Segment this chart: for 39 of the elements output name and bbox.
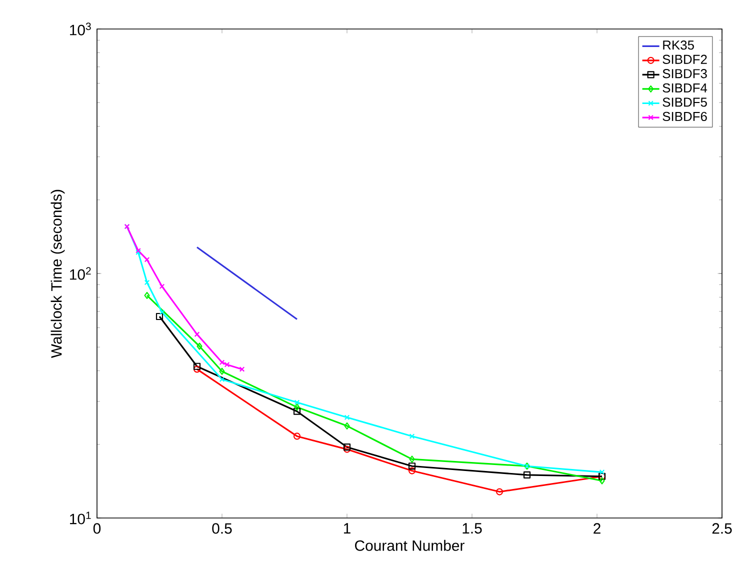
point (523, 471, 531, 478)
point (496, 488, 504, 496)
point (409, 456, 415, 463)
point (144, 280, 150, 286)
legend-label: SIBDF2 (662, 54, 707, 64)
point (194, 332, 200, 337)
x-tick-label: 0 (93, 523, 101, 534)
legend-label: SIBDF5 (662, 98, 707, 107)
point (294, 400, 300, 406)
y-tick-label: 10$^{1}$ (70, 512, 91, 524)
point (159, 310, 165, 315)
point (219, 376, 225, 382)
point (156, 312, 164, 320)
point (294, 404, 300, 411)
point (408, 462, 416, 470)
point (293, 408, 301, 415)
legend-label: SIBDF3 (662, 69, 707, 78)
point (144, 256, 150, 262)
x-tick-label: 2.5 (712, 523, 732, 534)
legend-label: SIBDF4 (662, 83, 708, 92)
legend-label: SIBDF6 (662, 112, 707, 122)
legend-label: RK35 (663, 40, 694, 50)
y-axis-title: Wallclock Time (seconds) (50, 190, 65, 358)
point (344, 422, 350, 430)
x-axis-title: Courant Number (355, 540, 464, 551)
point (219, 368, 225, 375)
x-tick-label: 1.5 (462, 523, 482, 534)
point (408, 467, 416, 474)
y-tick-label: 10$^{3}$ (70, 22, 91, 36)
point (344, 414, 350, 420)
point (409, 434, 415, 439)
point (196, 342, 202, 350)
x-tick-label: 2 (594, 523, 600, 534)
y-tick-label: 10$^{2}$ (70, 267, 91, 280)
x-tick-label: 1 (344, 523, 350, 534)
point (293, 432, 301, 440)
point (193, 362, 201, 370)
x-tick-label: 0.5 (212, 523, 232, 534)
point (159, 284, 165, 290)
